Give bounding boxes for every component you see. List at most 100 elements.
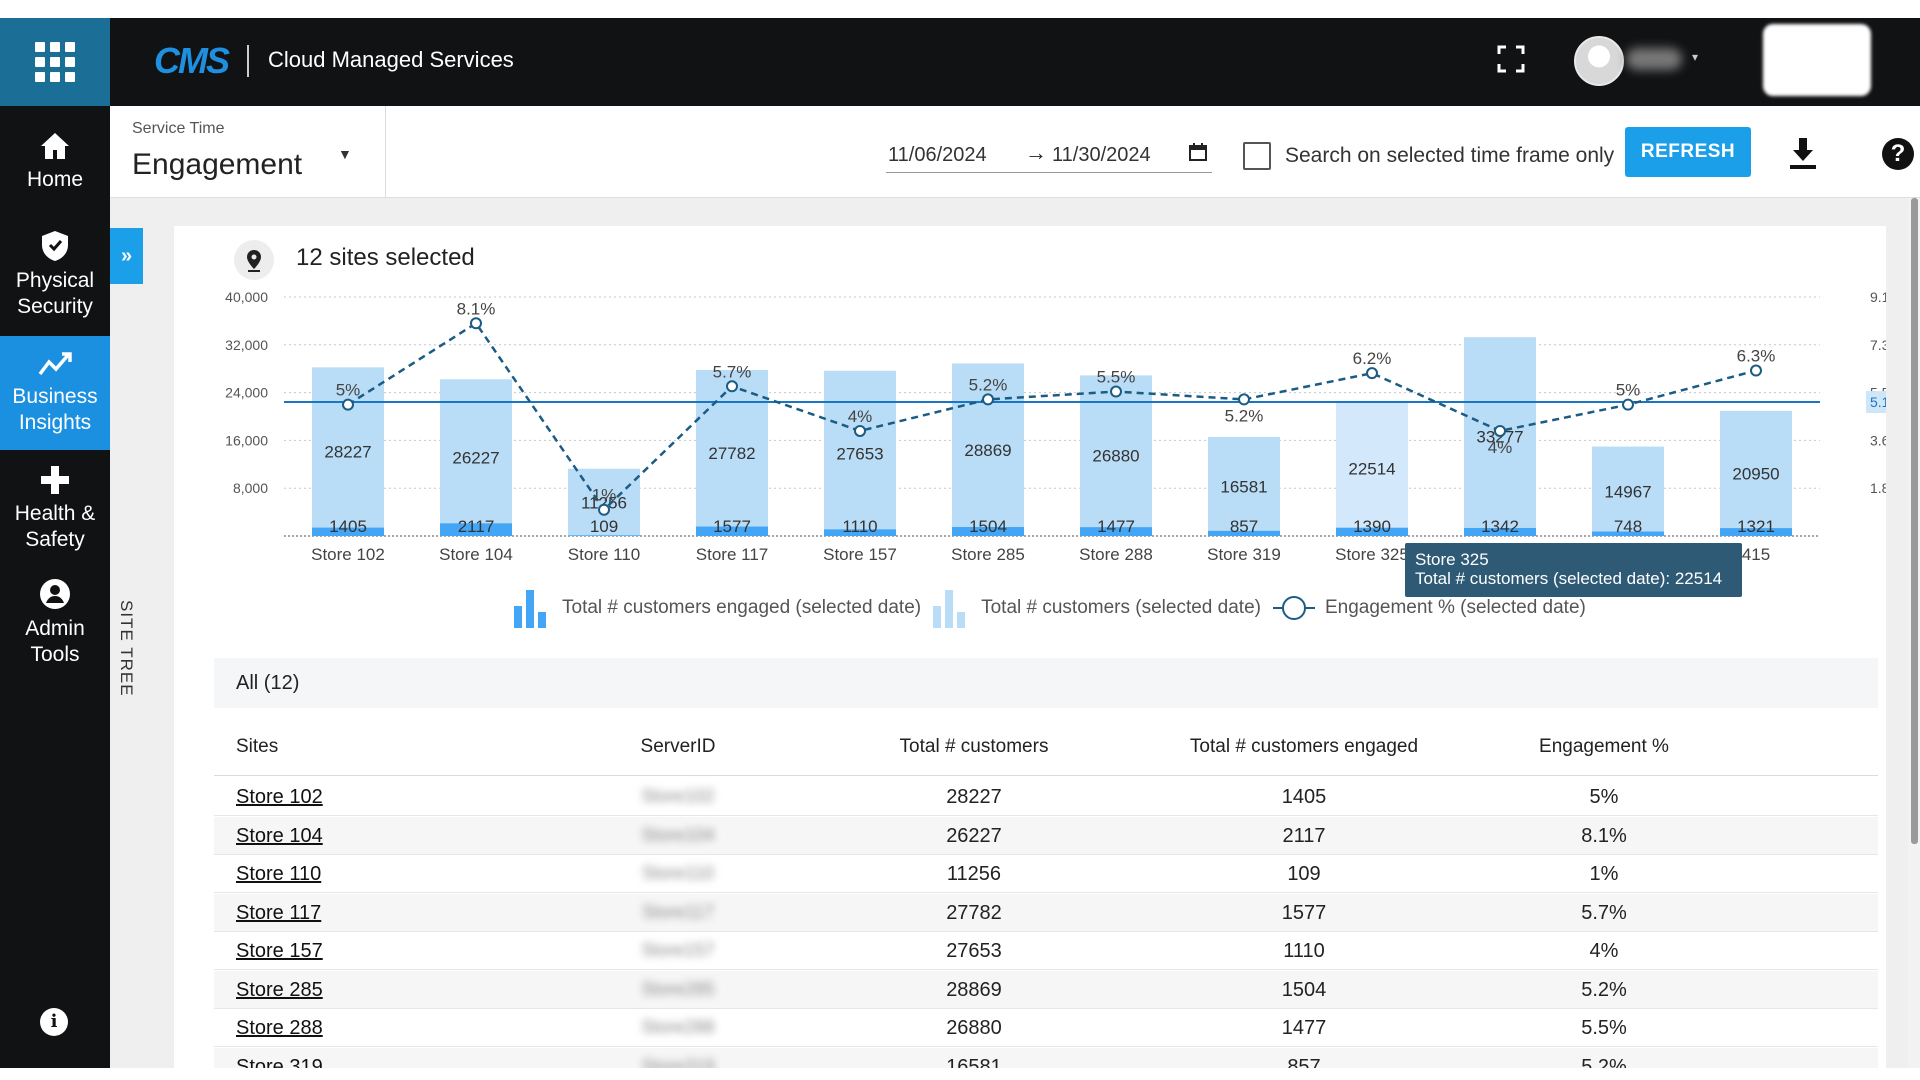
server-id-redacted: Store285 <box>641 978 715 999</box>
sidebar-item-physical-security[interactable]: Physical Security <box>0 218 110 332</box>
app-launcher-button[interactable] <box>0 18 110 106</box>
scrollbar-thumb[interactable] <box>1911 198 1918 844</box>
map-pin-icon <box>247 250 261 272</box>
help-icon[interactable]: ? <box>1882 138 1914 170</box>
chevron-down-icon: ▼ <box>338 146 352 162</box>
column-header-serverid[interactable]: ServerID <box>640 736 716 757</box>
location-pin-button[interactable] <box>234 240 274 280</box>
date-to-input[interactable]: 11/30/2024 <box>1052 144 1151 166</box>
table-row[interactable]: Store 157 Store157 27653 1110 4% <box>214 932 1878 970</box>
column-header-engaged[interactable]: Total # customers engaged <box>1189 736 1419 757</box>
column-header-percent[interactable]: Engagement % <box>1539 736 1669 757</box>
server-id-redacted: Store104 <box>641 824 715 845</box>
table-row[interactable]: Store 110 Store110 11256 109 1% <box>214 855 1878 893</box>
download-icon[interactable] <box>1788 136 1818 170</box>
site-tree-panel <box>110 198 144 1068</box>
sidebar-item-admin-tools[interactable]: Admin Tools <box>0 566 110 680</box>
grid-icon <box>35 42 75 82</box>
engaged-customers-cell: 1504 <box>1281 978 1327 1001</box>
bar-total-label: 28869 <box>964 441 1011 460</box>
insights-panel: 12 sites selected 40,000 9.1% 32,000 7.3% 24… <box>174 226 1886 1068</box>
y-tick-label: 40,000 <box>225 289 268 305</box>
x-tick-label: Store 319 <box>1207 545 1281 564</box>
bar-total <box>952 363 1024 536</box>
sidebar-item-health-safety[interactable]: Health & Safety <box>0 452 110 566</box>
bar-engaged-label: 857 <box>1230 517 1258 536</box>
server-id-redacted: Store117 <box>642 901 714 922</box>
service-time-select[interactable]: Service Time Engagement ▼ <box>110 106 386 198</box>
site-tree-expand-button[interactable]: » <box>110 228 143 284</box>
timeframe-checkbox[interactable] <box>1243 142 1271 170</box>
table-row[interactable]: Store 117 Store117 27782 1577 5.7% <box>214 893 1878 932</box>
site-tree-label[interactable]: SITE TREE <box>117 600 136 697</box>
cms-logo[interactable]: CMS <box>154 40 230 81</box>
reference-line-badge <box>1866 391 1886 414</box>
filter-bar: Service Time Engagement ▼ 11/06/2024 → 1… <box>110 106 1920 198</box>
table-row[interactable]: Store 104 Store104 26227 2117 8.1% <box>214 816 1878 855</box>
y2-tick-label: 3.6% <box>1870 432 1886 448</box>
legend-item-total[interactable]: Total # customers (selected date) <box>931 588 1261 628</box>
user-menu-caret-icon[interactable]: ▾ <box>1692 50 1699 64</box>
calendar-icon[interactable] <box>1188 142 1208 162</box>
legend-label: Engagement % (selected date) <box>1324 597 1586 618</box>
site-link[interactable]: Store 288 <box>236 1017 323 1039</box>
total-customers-cell: 28869 <box>946 978 1002 1001</box>
bar-engaged <box>312 527 384 536</box>
table-row[interactable]: Store 285 Store285 28869 1504 5.2% <box>214 970 1878 1009</box>
legend-item-engaged[interactable]: Total # customers engaged (selected date… <box>512 588 921 628</box>
sidebar-item-home[interactable]: Home <box>0 114 110 210</box>
column-header-sites[interactable]: Sites <box>236 736 279 757</box>
home-icon <box>41 133 69 159</box>
engagement-chart: 40,000 9.1% 32,000 7.3% 24,000 5.5% 16,000 3.6%… <box>225 289 1886 564</box>
site-link[interactable]: Store 110 <box>236 863 322 885</box>
bar-total-label: 26227 <box>452 449 499 468</box>
site-link[interactable]: Store 117 <box>236 901 322 924</box>
logo-divider <box>247 45 249 77</box>
legend-item-percent[interactable]: Engagement % (selected date) <box>1271 588 1586 628</box>
date-from-input[interactable]: 11/06/2024 <box>888 144 987 166</box>
fullscreen-icon[interactable] <box>1497 45 1525 73</box>
engagement-point <box>1238 393 1250 406</box>
engaged-customers-cell: 109 <box>1287 863 1321 885</box>
x-tick-label: Store 157 <box>823 545 897 564</box>
site-link[interactable]: Store 102 <box>236 786 323 808</box>
engagement-label: 1% <box>592 486 617 505</box>
date-range-underline <box>886 172 1212 173</box>
user-name-redacted[interactable] <box>1626 48 1682 70</box>
site-link[interactable]: Store 157 <box>236 940 323 962</box>
site-link[interactable]: Store 104 <box>236 824 323 847</box>
total-customers-cell: 27653 <box>946 940 1002 962</box>
engaged-customers-cell: 857 <box>1287 1055 1321 1069</box>
table-row[interactable]: Store 319 Store319 16581 857 5.2% <box>214 1047 1878 1069</box>
service-value: Engagement <box>132 148 303 181</box>
engaged-customers-cell: 2117 <box>1282 824 1326 847</box>
table-row[interactable]: Store 288 Store288 26880 1477 5.5% <box>214 1009 1878 1047</box>
engaged-customers-cell: 1110 <box>1283 940 1325 962</box>
legend-label: Total # customers engaged (selected date… <box>562 597 922 618</box>
sidebar-item-label: Physical <box>15 269 95 292</box>
refresh-button[interactable]: REFRESH <box>1625 127 1751 177</box>
arrow-right-icon: → <box>1025 140 1047 165</box>
engagement-label: 6.3% <box>1737 347 1776 366</box>
site-link[interactable]: Store 285 <box>236 978 323 1001</box>
column-header-total[interactable]: Total # customers <box>899 736 1049 757</box>
bar-total-label: 20950 <box>1732 464 1779 483</box>
bar-engaged-label: 1477 <box>1097 517 1135 536</box>
table-row[interactable]: Store 102 Store102 28227 1405 5% <box>214 778 1878 816</box>
sidebar-item-business-insights[interactable]: Business Insights <box>0 336 110 450</box>
info-icon[interactable]: i <box>40 1008 68 1036</box>
engagement-label: 4% <box>848 407 873 426</box>
bar-total-label: 26880 <box>1092 447 1139 466</box>
total-customers-cell: 26880 <box>946 1017 1002 1039</box>
avatar[interactable] <box>1574 36 1624 86</box>
engagement-label: 5.2% <box>969 375 1008 394</box>
x-tick-label: Store 288 <box>1079 545 1153 564</box>
y2-tick-label: 7.3% <box>1870 337 1886 353</box>
site-link[interactable]: Store 319 <box>236 1055 323 1069</box>
bar-total <box>568 468 640 536</box>
server-id-redacted: Store102 <box>641 786 715 806</box>
x-tick-label: 415 <box>1742 545 1770 564</box>
x-tick-label: Store 325 <box>1335 545 1409 564</box>
table-group-row[interactable]: All (12) <box>214 658 1878 708</box>
x-tick-label: Store 285 <box>951 545 1025 564</box>
